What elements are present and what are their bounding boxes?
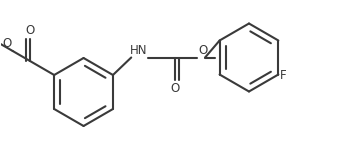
Text: O: O [25,24,35,37]
Text: F: F [281,69,287,82]
Text: O: O [198,44,207,56]
Text: HN: HN [130,44,147,56]
Text: O: O [171,81,180,95]
Text: O: O [2,37,12,50]
